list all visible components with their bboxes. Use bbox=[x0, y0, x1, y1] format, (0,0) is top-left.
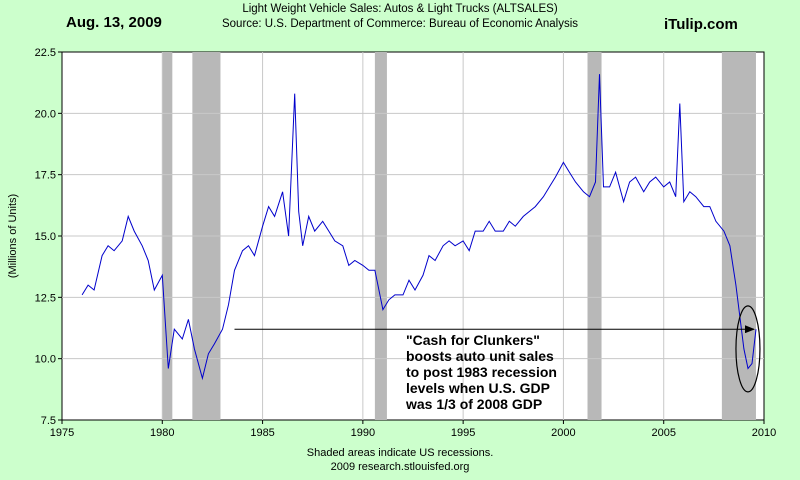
annotation-line: was 1/3 of 2008 GDP bbox=[406, 396, 543, 412]
y-axis-label: (Millions of Units) bbox=[7, 194, 19, 278]
chart-title: Light Weight Vehicle Sales: Autos & Ligh… bbox=[242, 3, 558, 15]
y-tick-label: 12.5 bbox=[35, 292, 56, 304]
highlight-ellipse bbox=[735, 305, 761, 393]
x-tick-label: 2005 bbox=[651, 427, 675, 439]
site-name: iTulip.com bbox=[664, 16, 738, 33]
series-line bbox=[81, 74, 757, 381]
annotation-text: "Cash for Clunkers" boosts auto unit sal… bbox=[406, 332, 557, 412]
footer-note: Shaded areas indicate US recessions. bbox=[306, 447, 494, 459]
x-tick-label: 2010 bbox=[752, 427, 776, 439]
annotation-line: levels when U.S. GDP bbox=[406, 380, 550, 396]
chart-date: Aug. 13, 2009 bbox=[66, 14, 162, 31]
annotation-line: to post 1983 recession bbox=[406, 364, 557, 380]
x-tick-label: 1990 bbox=[351, 427, 375, 439]
annotation-line: "Cash for Clunkers" bbox=[406, 332, 540, 348]
y-tick-label: 7.5 bbox=[41, 415, 56, 427]
y-tick-label: 22.5 bbox=[35, 47, 56, 59]
x-tick-label: 1985 bbox=[250, 427, 274, 439]
chart-source: Source: U.S. Department of Commerce: Bur… bbox=[221, 18, 578, 30]
x-tick-label: 1980 bbox=[150, 427, 174, 439]
y-tick-label: 15.0 bbox=[35, 231, 56, 243]
annotation-line: boosts auto unit sales bbox=[406, 348, 554, 364]
y-tick-label: 17.5 bbox=[35, 170, 56, 182]
x-tick-label: 1975 bbox=[50, 427, 74, 439]
y-tick-label: 10.0 bbox=[35, 354, 56, 366]
footer-credit: 2009 research.stlouisfed.org bbox=[330, 461, 470, 473]
y-tick-label: 20.0 bbox=[35, 108, 56, 120]
x-tick-label: 1995 bbox=[451, 427, 475, 439]
x-tick-label: 2000 bbox=[551, 427, 575, 439]
